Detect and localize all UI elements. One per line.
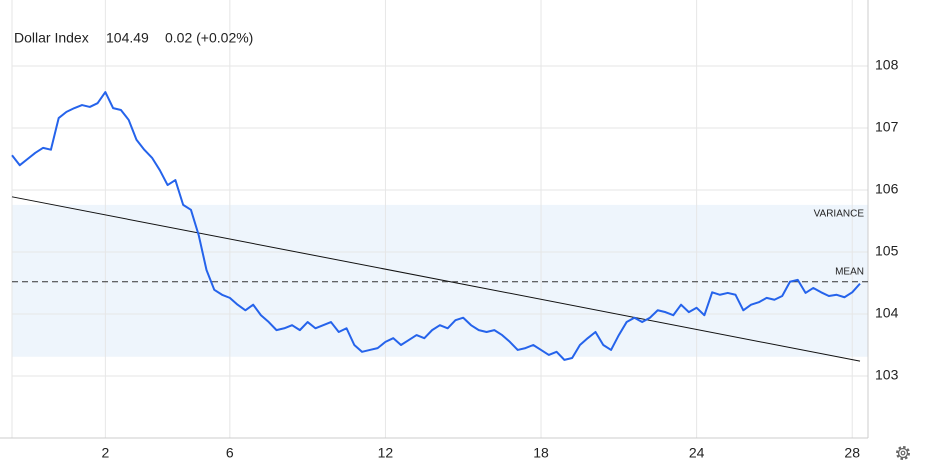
chart-title: Dollar Index xyxy=(14,30,89,46)
gear-teeth xyxy=(896,446,910,460)
x-tick-label: 12 xyxy=(378,445,394,461)
change: 0.02 (+0.02%) xyxy=(165,30,253,46)
x-tick-label: 18 xyxy=(533,445,549,461)
gear-body xyxy=(897,447,909,459)
y-tick-label: 106 xyxy=(875,181,899,197)
settings-icon[interactable] xyxy=(896,446,910,460)
y-tick-label: 107 xyxy=(875,119,899,135)
price-line xyxy=(11,91,861,361)
variance-label: VARIANCE xyxy=(814,209,865,220)
price: 104.49 xyxy=(106,30,149,46)
plot: 103 104 105 106 107 108 2 6 12 18 24 28 MEAN VARIANCE xyxy=(0,0,899,461)
mean-label: MEAN xyxy=(835,266,864,277)
gear-hole xyxy=(900,450,906,456)
x-tick-label: 28 xyxy=(844,445,860,461)
x-tick-label: 24 xyxy=(689,445,705,461)
y-tick-label: 108 xyxy=(875,57,899,73)
trend-line xyxy=(11,196,861,362)
x-tick-label: 2 xyxy=(101,445,109,461)
y-tick-label: 103 xyxy=(875,367,899,383)
x-tick-label: 6 xyxy=(226,445,234,461)
y-tick-label: 104 xyxy=(875,305,899,321)
variance-band xyxy=(12,204,868,357)
y-tick-label: 105 xyxy=(875,243,899,259)
